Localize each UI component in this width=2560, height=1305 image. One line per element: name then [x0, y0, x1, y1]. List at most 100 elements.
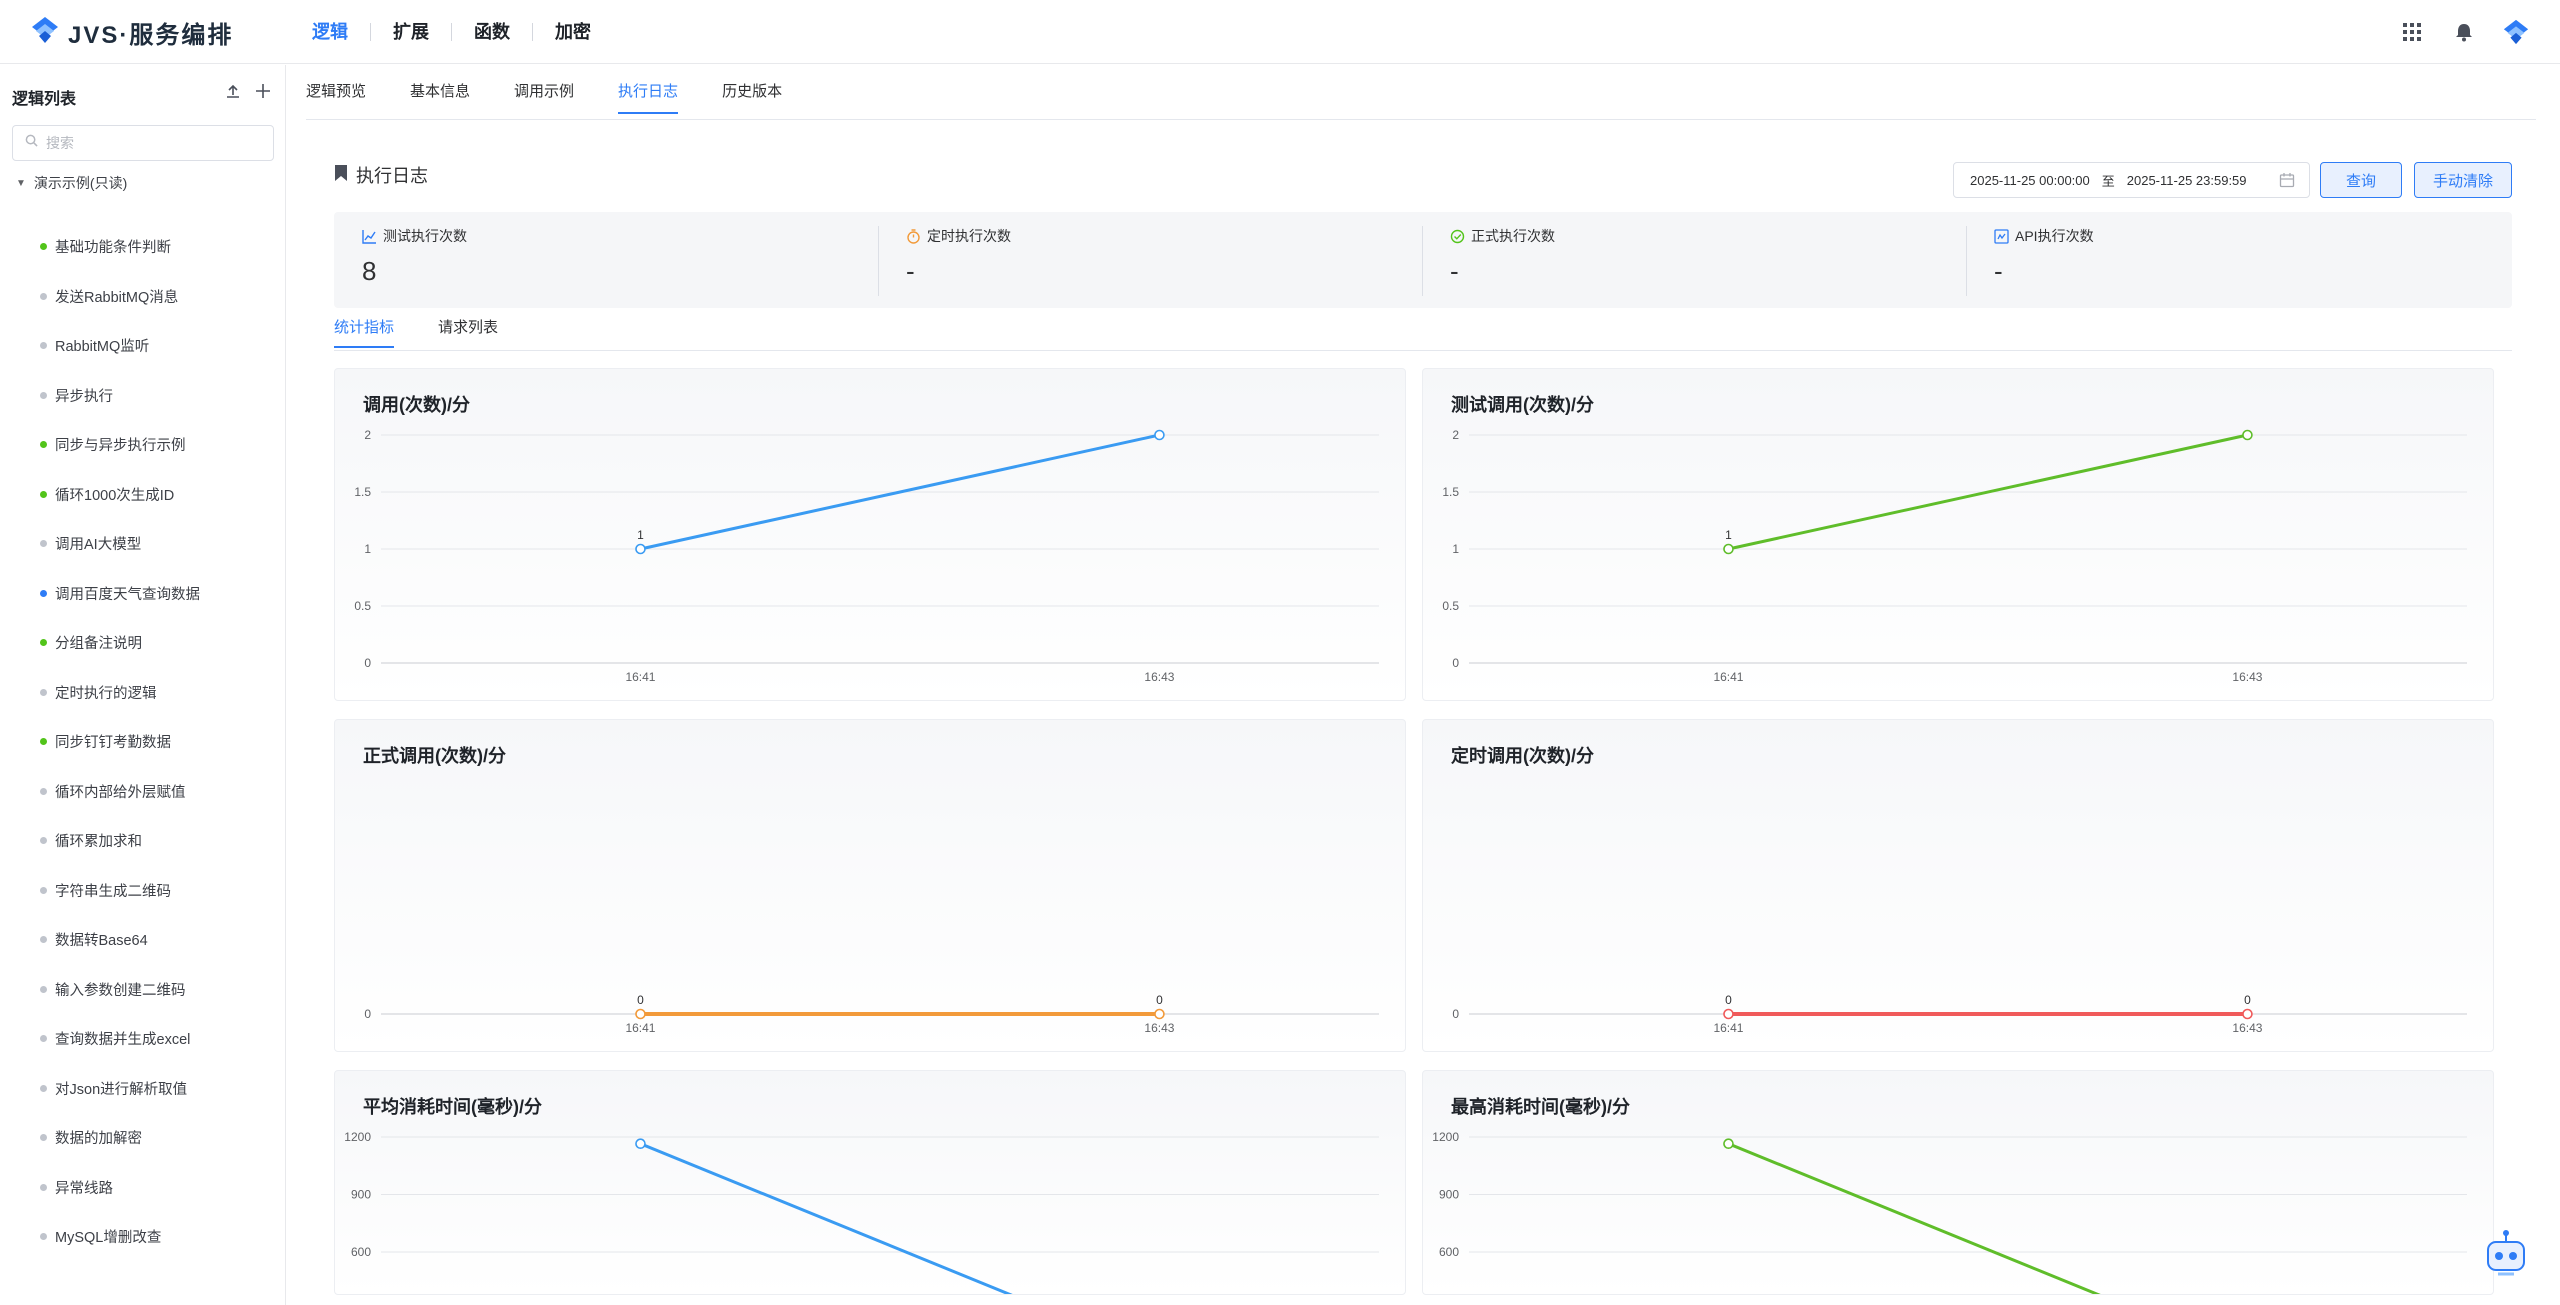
- sidebar-logic-item[interactable]: 数据转Base64: [40, 915, 200, 965]
- query-button[interactable]: 查询: [2320, 162, 2402, 198]
- sidebar-logic-item[interactable]: 基础功能条件判断: [40, 222, 200, 272]
- nav-logic[interactable]: 逻辑: [312, 22, 348, 42]
- upload-icon[interactable]: [225, 83, 241, 104]
- status-dot: [40, 688, 47, 696]
- x-tick-label: 16:41: [625, 1021, 655, 1035]
- app-logo[interactable]: JVS·服务编排: [30, 14, 233, 50]
- nav-divider: [370, 23, 371, 41]
- sidebar-logic-item[interactable]: MySQL增删改查: [40, 1212, 200, 1262]
- stat-label: API执行次数: [2015, 228, 2094, 244]
- bell-icon[interactable]: [2450, 18, 2478, 46]
- data-label: 1: [637, 528, 644, 542]
- check-circle-icon: [1450, 229, 1465, 244]
- tab-history[interactable]: 历史版本: [722, 83, 783, 100]
- sidebar-logic-item[interactable]: 对Json进行解析取值: [40, 1064, 200, 1114]
- chart-card: 平均消耗时间(毫秒)/分 600 900 1200: [334, 1070, 1406, 1295]
- status-dot: [40, 342, 47, 350]
- sidebar-logic-item[interactable]: 输入参数创建二维码: [40, 965, 200, 1015]
- x-tick-label: 16:41: [1713, 1021, 1743, 1035]
- sidebar-item-label: 调用百度天气查询数据: [55, 586, 200, 603]
- search-input[interactable]: [46, 135, 246, 151]
- chart-title: 平均消耗时间(毫秒)/分: [363, 1097, 542, 1117]
- subtabs-divider: [334, 350, 2512, 351]
- x-tick-label: 16:43: [1144, 1021, 1174, 1035]
- tab-basic-info[interactable]: 基本信息: [410, 83, 471, 100]
- date-end[interactable]: 2025-11-25 23:59:59: [2126, 172, 2247, 188]
- sidebar-logic-item[interactable]: 数据的加解密: [40, 1113, 200, 1163]
- y-tick-label: 0: [364, 1007, 371, 1021]
- status-dot: [40, 639, 47, 647]
- x-tick-label: 16:41: [1713, 670, 1743, 684]
- sidebar-logic-item[interactable]: 循环1000次生成ID: [40, 470, 200, 520]
- date-range-picker[interactable]: 2025-11-25 00:00:00 至 2025-11-25 23:59:5…: [1953, 162, 2310, 198]
- sidebar-logic-item[interactable]: 查询数据并生成excel: [40, 1014, 200, 1064]
- date-separator: 至: [2101, 173, 2115, 189]
- y-tick-label: 1200: [344, 1130, 371, 1144]
- status-dot: [40, 738, 47, 746]
- caret-down-icon[interactable]: ▼: [16, 177, 26, 189]
- sidebar-logic-item[interactable]: 同步钉钉考勤数据: [40, 717, 200, 767]
- line-chart: 0 0.5 1 1.5 2 16:41 16:43 1: [354, 428, 1379, 684]
- series-line: [639, 1142, 1013, 1294]
- sidebar-logic-item[interactable]: 定时执行的逻辑: [40, 668, 200, 718]
- nav-encrypt[interactable]: 加密: [555, 22, 591, 42]
- sidebar-item-label: 对Json进行解析取值: [55, 1081, 188, 1098]
- data-label: 0: [1156, 993, 1163, 1007]
- app-title: JVS·服务编排: [68, 21, 234, 49]
- tab-statistics[interactable]: 统计指标: [334, 318, 395, 348]
- sidebar-logic-item[interactable]: 同步与异步执行示例: [40, 420, 200, 470]
- sidebar-logic-item[interactable]: 字符串生成二维码: [40, 866, 200, 916]
- sub-tabs: 统计指标 请求列表: [334, 318, 498, 348]
- chart-card: 测试调用(次数)/分 0 0.5 1 1.5 2 16:41 16:43 1: [1422, 368, 2494, 701]
- tab-preview[interactable]: 逻辑预览: [306, 83, 367, 100]
- sidebar-item-label: 基础功能条件判断: [55, 240, 171, 257]
- sidebar-logic-item[interactable]: 循环内部给外层赋值: [40, 767, 200, 817]
- sidebar-item-label: 异常线路: [55, 1180, 113, 1197]
- nav-function[interactable]: 函数: [474, 22, 510, 42]
- sidebar-logic-item[interactable]: RabbitMQ监听: [40, 321, 200, 371]
- data-point: [1154, 1008, 1165, 1020]
- manual-clear-button[interactable]: 手动清除: [2414, 162, 2512, 198]
- y-tick-label: 900: [1439, 1188, 1459, 1202]
- sidebar-search[interactable]: [12, 125, 274, 161]
- sidebar-logic-item[interactable]: 异步执行: [40, 371, 200, 421]
- y-tick-label: 600: [1439, 1245, 1459, 1259]
- tab-call-example[interactable]: 调用示例: [514, 83, 575, 100]
- assistant-robot-icon[interactable]: [2480, 1228, 2532, 1280]
- tree-group[interactable]: ▼ 演示示例(只读): [16, 173, 127, 193]
- status-dot: [40, 441, 47, 449]
- sidebar-logic-item[interactable]: 调用AI大模型: [40, 519, 200, 569]
- sidebar-logic-item[interactable]: 发送RabbitMQ消息: [40, 272, 200, 322]
- y-tick-label: 0.5: [354, 599, 371, 613]
- nav-extend[interactable]: 扩展: [393, 22, 429, 42]
- status-dot: [40, 1233, 47, 1241]
- data-point: [635, 1138, 646, 1150]
- sidebar-logic-item[interactable]: 异常线路: [40, 1163, 200, 1213]
- calendar-icon[interactable]: [2279, 172, 2295, 191]
- tab-execution-log[interactable]: 执行日志: [618, 82, 679, 114]
- stats-bar: 测试执行次数 8 定时执行次数 - 正式执行次数 -: [334, 212, 2512, 308]
- tab-request-list[interactable]: 请求列表: [438, 319, 499, 336]
- series-line: [1728, 433, 2248, 551]
- panel-header: 执行日志: [334, 162, 428, 188]
- sidebar-logic-item[interactable]: 调用百度天气查询数据: [40, 569, 200, 619]
- sidebar-logic-item[interactable]: 循环累加求和: [40, 816, 200, 866]
- bookmark-icon: [334, 164, 348, 187]
- data-label: 1: [1725, 528, 1732, 542]
- data-label: 0: [2244, 993, 2251, 1007]
- sidebar-logic-item[interactable]: 分组备注说明: [40, 618, 200, 668]
- status-dot: [40, 292, 47, 300]
- status-dot: [40, 391, 47, 399]
- add-icon[interactable]: [255, 83, 271, 104]
- date-start[interactable]: 2025-11-25 00:00:00: [1970, 172, 2090, 188]
- status-dot: [40, 540, 47, 548]
- sidebar-item-label: RabbitMQ监听: [55, 339, 150, 356]
- stat-formal-runs: 正式执行次数 -: [1422, 226, 1966, 296]
- user-avatar-icon[interactable]: [2502, 18, 2530, 46]
- status-dot: [40, 1134, 47, 1142]
- app-grid-icon[interactable]: [2398, 18, 2426, 46]
- logo-icon: [30, 15, 60, 50]
- line-chart: 0 0.5 1 1.5 2 16:41 16:43 1: [1442, 428, 2467, 684]
- line-chart-icon: [362, 229, 377, 244]
